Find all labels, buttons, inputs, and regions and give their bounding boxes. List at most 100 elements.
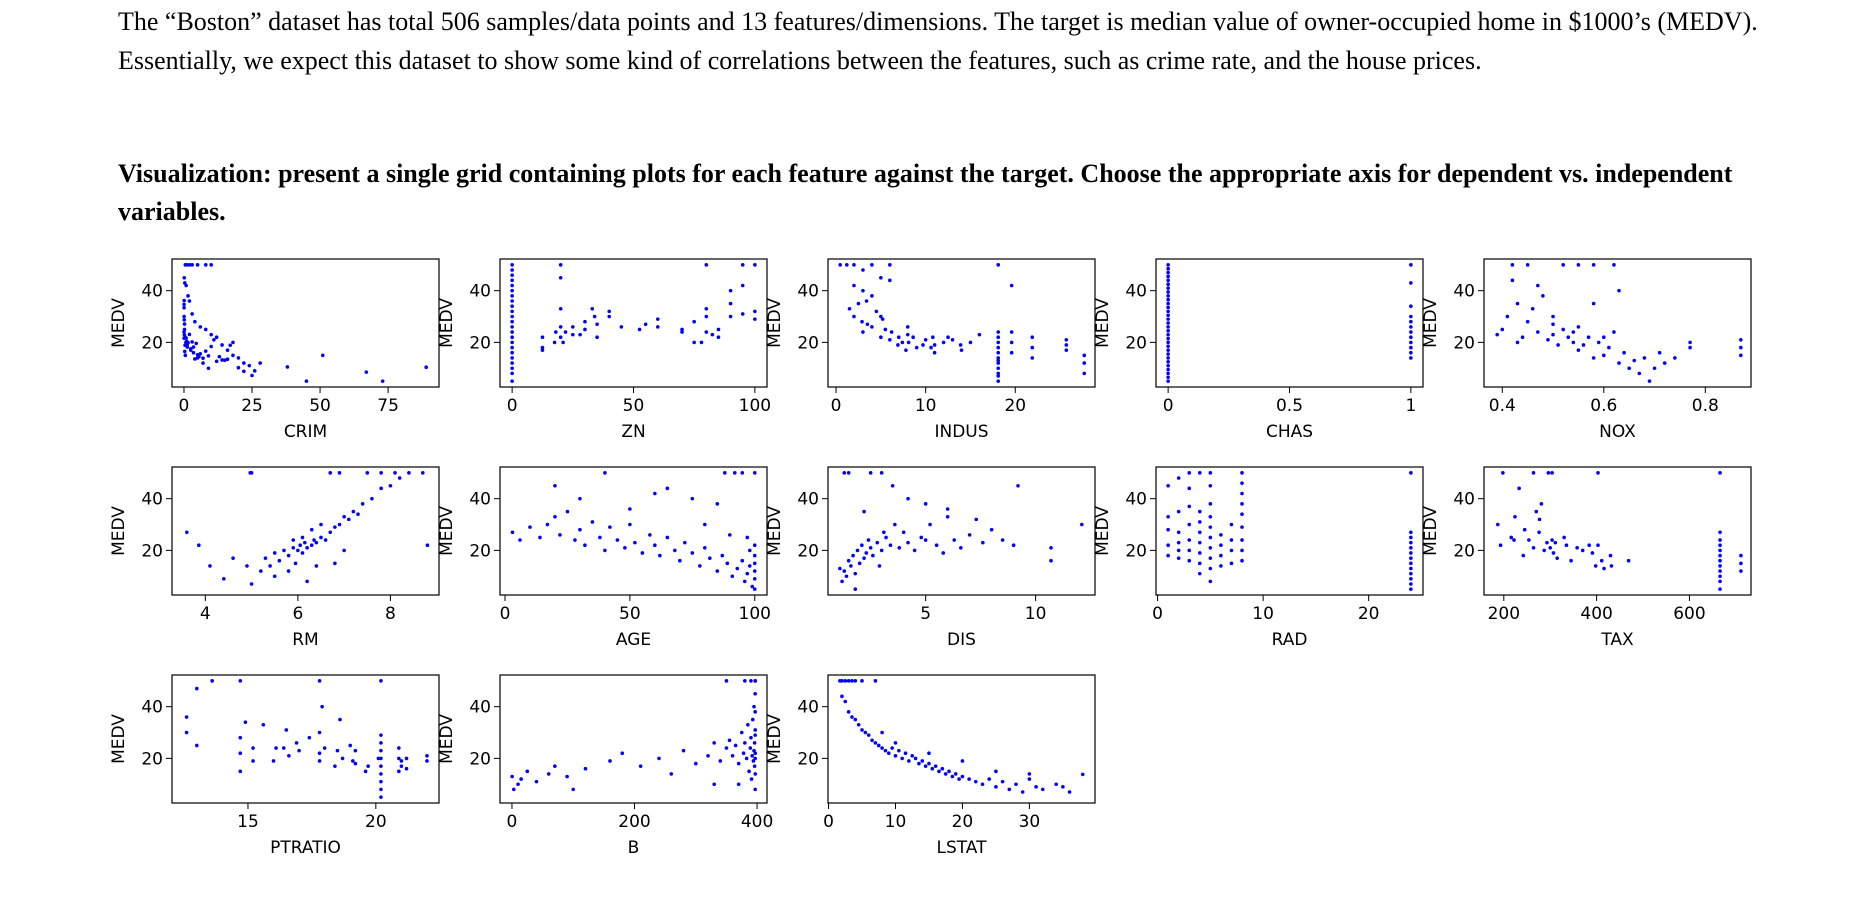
y-tick-label: 20 xyxy=(1125,333,1147,353)
data-point xyxy=(947,769,951,774)
y-tick-label: 20 xyxy=(1125,541,1147,561)
data-point xyxy=(1520,335,1525,340)
data-point xyxy=(1515,301,1520,306)
data-point xyxy=(251,759,255,763)
data-point xyxy=(886,751,891,756)
data-point xyxy=(752,569,757,573)
data-point xyxy=(1495,522,1500,527)
data-point xyxy=(1027,772,1032,776)
data-point xyxy=(877,564,882,568)
data-point xyxy=(558,263,563,267)
data-point xyxy=(193,357,197,361)
data-point xyxy=(883,327,888,332)
data-point xyxy=(319,522,323,527)
data-point xyxy=(1561,263,1565,267)
data-point xyxy=(510,268,514,272)
data-point xyxy=(690,551,695,555)
data-point xyxy=(628,507,632,511)
data-point xyxy=(1612,263,1616,267)
data-point xyxy=(977,332,982,337)
data-point xyxy=(1208,483,1213,488)
data-point xyxy=(752,577,757,581)
data-point xyxy=(1590,551,1595,555)
data-point xyxy=(540,345,545,350)
data-point xyxy=(184,715,189,719)
data-point xyxy=(648,533,652,537)
data-point xyxy=(1553,540,1558,545)
data-point xyxy=(940,766,945,771)
data-point xyxy=(745,535,750,540)
x-axis-label: CRIM xyxy=(284,422,327,442)
data-point xyxy=(957,777,961,781)
data-point xyxy=(1009,283,1014,288)
data-point xyxy=(553,764,557,768)
data-point xyxy=(906,340,911,345)
data-point xyxy=(980,782,985,787)
data-point xyxy=(195,356,200,360)
data-point xyxy=(340,756,345,761)
data-point xyxy=(317,759,322,763)
data-point xyxy=(1197,471,1202,475)
data-point xyxy=(538,535,542,540)
data-point xyxy=(1539,502,1544,506)
data-point xyxy=(1082,361,1087,365)
data-point xyxy=(510,379,514,383)
data-point xyxy=(1409,330,1413,334)
data-point xyxy=(905,332,910,337)
data-point xyxy=(1197,540,1202,545)
data-point xyxy=(981,540,985,545)
y-axis-label: MEDV xyxy=(1093,506,1113,556)
data-point xyxy=(1718,564,1722,568)
data-point xyxy=(712,741,716,745)
data-point xyxy=(692,319,696,324)
data-point xyxy=(201,356,205,360)
data-point xyxy=(1513,514,1517,519)
data-point xyxy=(197,543,201,548)
data-point xyxy=(1409,556,1413,560)
data-point xyxy=(1030,345,1035,350)
data-point xyxy=(958,343,963,347)
data-point xyxy=(1208,502,1213,506)
data-point xyxy=(917,761,921,766)
data-point xyxy=(1166,294,1170,298)
data-point xyxy=(967,533,972,537)
data-point xyxy=(946,335,950,340)
data-point xyxy=(198,351,203,356)
data-point xyxy=(571,332,575,337)
data-point xyxy=(312,538,316,542)
data-point xyxy=(1739,353,1743,358)
data-point xyxy=(236,365,241,370)
data-point xyxy=(1739,569,1743,573)
data-point xyxy=(1064,348,1069,352)
data-point xyxy=(552,340,557,345)
data-point xyxy=(210,679,214,683)
data-point xyxy=(893,522,897,527)
data-point xyxy=(510,304,514,308)
data-point xyxy=(968,340,973,345)
x-tick-label: 0 xyxy=(500,604,511,624)
data-point xyxy=(1208,556,1213,560)
data-point xyxy=(1522,527,1527,532)
data-point xyxy=(1197,571,1202,576)
data-point xyxy=(1011,543,1016,548)
data-point xyxy=(1197,551,1202,555)
data-point xyxy=(1662,361,1667,365)
data-point xyxy=(1512,538,1516,542)
data-point xyxy=(640,551,645,555)
data-point xyxy=(583,543,587,548)
y-axis-label: MEDV xyxy=(765,298,785,348)
data-point xyxy=(1187,486,1192,491)
data-point xyxy=(1240,502,1244,506)
data-point xyxy=(1176,509,1181,514)
data-point xyxy=(1240,548,1244,553)
data-point xyxy=(1739,345,1743,350)
data-point xyxy=(1718,548,1722,553)
data-point xyxy=(870,263,874,267)
y-tick-label: 20 xyxy=(141,749,163,769)
data-point xyxy=(928,522,932,527)
data-point xyxy=(1657,350,1662,355)
data-point xyxy=(286,553,291,558)
data-point xyxy=(838,263,842,267)
subplot-zn: 0 50 100 20 40 ZN MEDV xyxy=(437,258,771,442)
data-point xyxy=(554,330,558,334)
